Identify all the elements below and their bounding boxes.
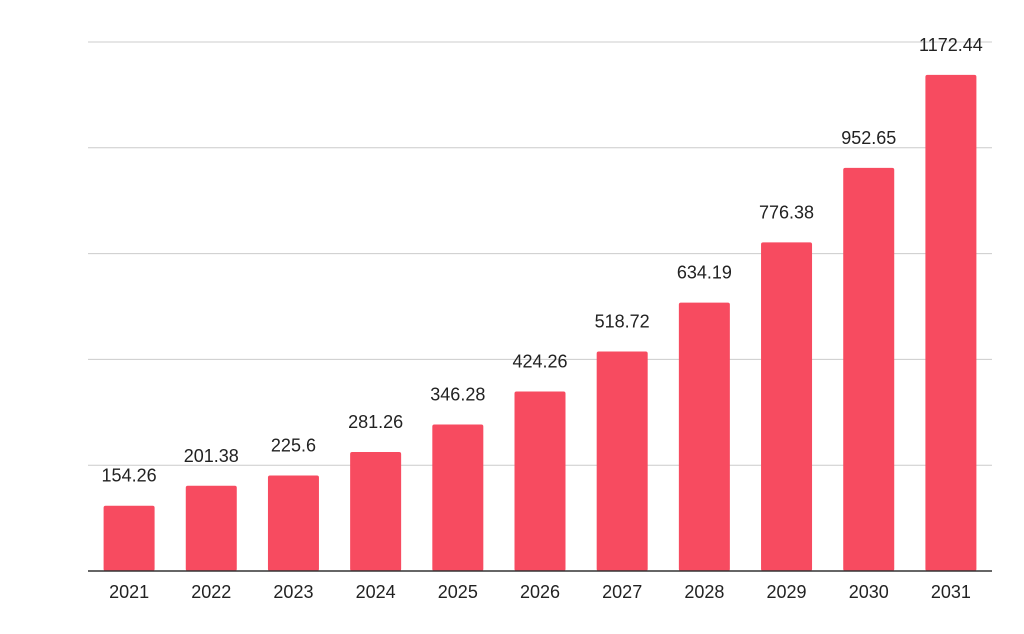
bar-2022 (185, 485, 237, 571)
x-tick-label-2027: 2027 (602, 582, 642, 602)
bar-2029 (761, 242, 813, 572)
x-tick-label-2029: 2029 (767, 582, 807, 602)
bars (103, 74, 977, 572)
value-label-2028: 634.19 (677, 263, 732, 283)
x-tick-label-2031: 2031 (931, 582, 971, 602)
value-label-2024: 281.26 (348, 412, 403, 432)
bar-2021 (103, 505, 155, 571)
value-labels: 154.26 201.38 225.6 281.26 346.28 424.26 518.7… (102, 35, 983, 486)
value-label-2029: 776.38 (759, 202, 814, 222)
x-tick-label-2025: 2025 (438, 582, 478, 602)
value-label-2022: 201.38 (184, 446, 239, 466)
x-tick-label-2022: 2022 (191, 582, 231, 602)
value-label-2023: 225.6 (271, 436, 316, 456)
value-label-2026: 424.26 (512, 351, 567, 371)
bar-2030 (843, 167, 895, 572)
bar-2025 (432, 424, 484, 571)
bar-2023 (267, 475, 319, 571)
value-label-2021: 154.26 (102, 466, 157, 486)
x-tick-label-2023: 2023 (273, 582, 313, 602)
gridlines (88, 41, 992, 466)
value-label-2027: 518.72 (595, 311, 650, 331)
bar-2031 (925, 74, 977, 571)
x-tick-label-2028: 2028 (684, 582, 724, 602)
x-tick-label-2024: 2024 (356, 582, 396, 602)
x-tick-label-2030: 2030 (849, 582, 889, 602)
value-label-2025: 346.28 (430, 384, 485, 404)
x-tick-label-2026: 2026 (520, 582, 560, 602)
value-label-2031: 1172.44 (919, 35, 983, 55)
bar-2028 (678, 302, 730, 571)
bar-2026 (514, 391, 566, 571)
bar-2027 (596, 351, 648, 571)
value-label-2030: 952.65 (841, 128, 896, 148)
bar-2024 (350, 451, 402, 571)
x-tick-label-2021: 2021 (109, 582, 149, 602)
x-axis-tick-labels: 2021 2022 2023 2024 2025 2026 2027 2028 2029 2030… (109, 582, 971, 602)
